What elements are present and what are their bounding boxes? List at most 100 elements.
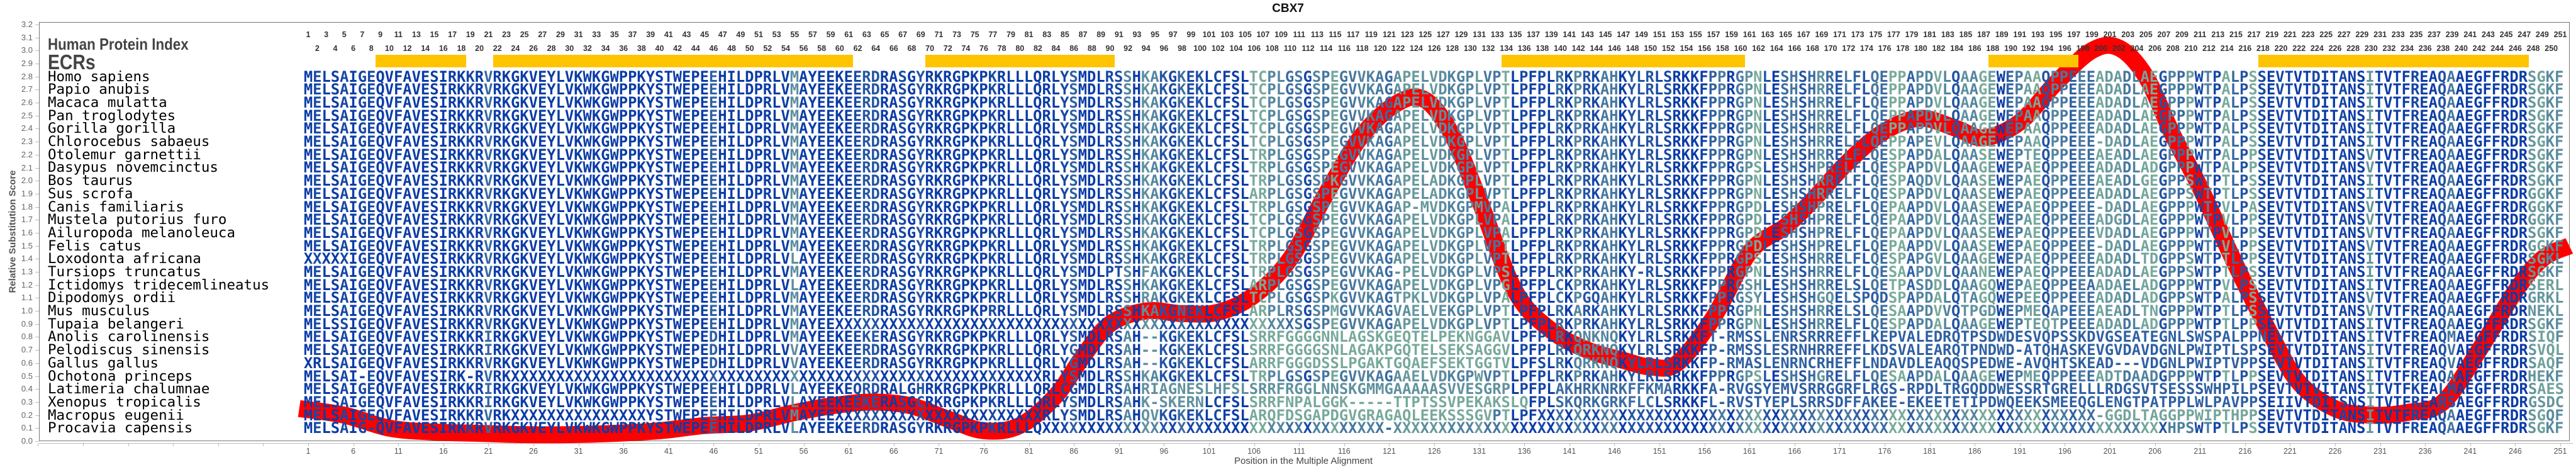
residue: E — [1186, 159, 1195, 177]
residue: V — [2275, 120, 2285, 138]
position-number: 18 — [457, 44, 466, 53]
residue: L — [1096, 145, 1105, 164]
residue: F — [393, 159, 403, 177]
residue: V — [528, 81, 538, 99]
species-name: Bos taurus — [48, 172, 133, 189]
residue: L — [2131, 172, 2141, 190]
residue: R — [862, 67, 871, 86]
residue: V — [1483, 159, 1493, 177]
residue: S — [1294, 94, 1303, 112]
residue: R — [2518, 145, 2528, 164]
residue: A — [1600, 159, 1610, 177]
residue: K — [934, 145, 944, 164]
residue: Y — [547, 184, 556, 203]
residue: V — [528, 184, 538, 203]
residue: P — [1267, 184, 1276, 203]
residue: A — [1375, 106, 1385, 125]
residue: H — [1609, 106, 1619, 125]
residue: R — [996, 172, 1006, 190]
residue: S — [1231, 172, 1241, 190]
y-tick-label: 0.1 — [21, 423, 33, 433]
position-number: 61 — [844, 30, 854, 39]
residue: A — [2338, 81, 2348, 99]
residue: E — [1411, 81, 1420, 99]
residue: M — [789, 184, 800, 203]
x-tick-mark — [533, 443, 534, 446]
residue: S — [430, 120, 439, 138]
residue: G — [601, 67, 610, 86]
residue: L — [1474, 184, 1483, 203]
x-tick-mark — [1029, 443, 1030, 446]
residue: L — [1420, 94, 1429, 112]
residue: G — [601, 211, 610, 229]
residue: G — [952, 198, 961, 216]
residue: L — [1510, 184, 1520, 203]
residue: P — [628, 133, 637, 151]
residue: E — [681, 133, 691, 151]
residue: E — [1879, 184, 1888, 203]
residue: G — [601, 106, 610, 125]
residue: V — [781, 81, 790, 99]
position-number: 14 — [421, 44, 430, 53]
position-number: 117 — [1347, 30, 1360, 39]
substituted-residues: G — [2528, 198, 2537, 216]
residue: F — [2401, 198, 2411, 216]
position-number: 240 — [2455, 44, 2468, 53]
position-number: 192 — [2022, 44, 2036, 53]
residue: A — [1150, 172, 1159, 190]
residue: R — [474, 198, 484, 216]
residue: E — [2419, 120, 2429, 138]
substituted-residues: P — [2248, 145, 2258, 164]
residue: P — [1267, 120, 1276, 138]
residue: V — [1483, 145, 1493, 164]
residue: D — [1087, 172, 1096, 190]
residue: D — [2311, 81, 2321, 99]
residue: P — [2059, 94, 2069, 112]
position-number: 66 — [889, 44, 898, 53]
residue: S — [2257, 145, 2267, 164]
residue: S — [330, 94, 340, 112]
residue: L — [2230, 67, 2240, 86]
residue: L — [1861, 184, 1871, 203]
residue: V — [2275, 67, 2285, 86]
residue: K — [2545, 145, 2555, 164]
residue: E — [1411, 159, 1420, 177]
residue: P — [1267, 145, 1276, 164]
residue: E — [700, 145, 709, 164]
residue: K — [1618, 94, 1627, 112]
residue: G — [952, 120, 961, 138]
residue: Y — [916, 145, 925, 164]
residue: Q — [2041, 67, 2051, 86]
residue: L — [1023, 198, 1034, 216]
residue: R — [447, 145, 457, 164]
residue: V — [2293, 172, 2303, 190]
residue: R — [996, 120, 1006, 138]
residue: A — [1600, 198, 1610, 216]
residue: R — [1105, 81, 1114, 99]
residue: R — [2518, 94, 2528, 112]
residue: E — [1879, 94, 1888, 112]
residue: F — [393, 94, 403, 112]
residue: A — [2221, 81, 2231, 99]
residue: P — [1492, 133, 1502, 151]
residue: S — [1312, 94, 1322, 112]
residue: H — [1609, 120, 1619, 138]
residue: E — [700, 159, 709, 177]
residue: G — [1978, 133, 1988, 151]
residue: E — [2419, 133, 2429, 151]
residue: R — [925, 198, 934, 216]
residue: T — [1249, 159, 1258, 177]
residue: S — [1798, 94, 1808, 112]
residue: E — [2005, 198, 2015, 216]
residue: L — [1276, 145, 1285, 164]
residue: E — [844, 145, 853, 164]
residue: W — [610, 94, 619, 112]
residue: L — [1006, 120, 1015, 138]
residue: K — [466, 145, 475, 164]
residue: K — [1618, 145, 1627, 164]
residue: F — [1699, 145, 1709, 164]
residue: K — [1366, 172, 1376, 190]
residue: E — [1879, 145, 1888, 164]
residue: I — [348, 81, 358, 99]
residue: F — [1528, 184, 1537, 203]
